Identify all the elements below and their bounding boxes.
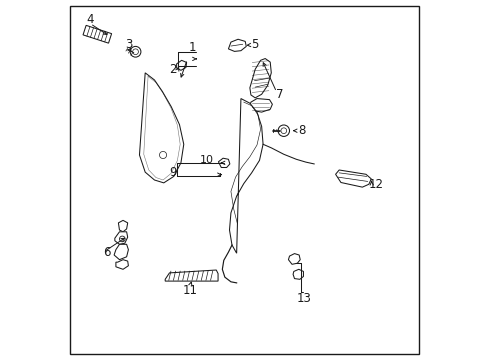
- Polygon shape: [83, 25, 111, 43]
- Polygon shape: [229, 99, 263, 253]
- Text: 4: 4: [86, 13, 94, 26]
- Polygon shape: [249, 59, 271, 98]
- Text: 7: 7: [276, 89, 284, 102]
- Text: 10: 10: [200, 156, 214, 165]
- Polygon shape: [139, 73, 183, 183]
- Polygon shape: [176, 60, 186, 70]
- Polygon shape: [288, 253, 300, 264]
- Polygon shape: [165, 270, 218, 281]
- Polygon shape: [228, 39, 246, 51]
- Text: 5: 5: [251, 39, 258, 51]
- Polygon shape: [114, 244, 128, 260]
- Polygon shape: [335, 170, 370, 187]
- Text: 2: 2: [169, 63, 177, 76]
- Text: 13: 13: [297, 292, 311, 305]
- Text: 12: 12: [367, 178, 383, 191]
- Polygon shape: [292, 269, 303, 279]
- Text: 9: 9: [169, 166, 177, 179]
- Text: 6: 6: [103, 246, 110, 258]
- Polygon shape: [116, 260, 128, 269]
- Polygon shape: [115, 232, 127, 244]
- Text: 11: 11: [183, 284, 197, 297]
- Polygon shape: [118, 220, 127, 232]
- Text: 8: 8: [297, 124, 305, 137]
- Polygon shape: [249, 99, 272, 112]
- Text: 3: 3: [124, 39, 132, 51]
- Text: 1: 1: [188, 41, 196, 54]
- Polygon shape: [218, 158, 229, 167]
